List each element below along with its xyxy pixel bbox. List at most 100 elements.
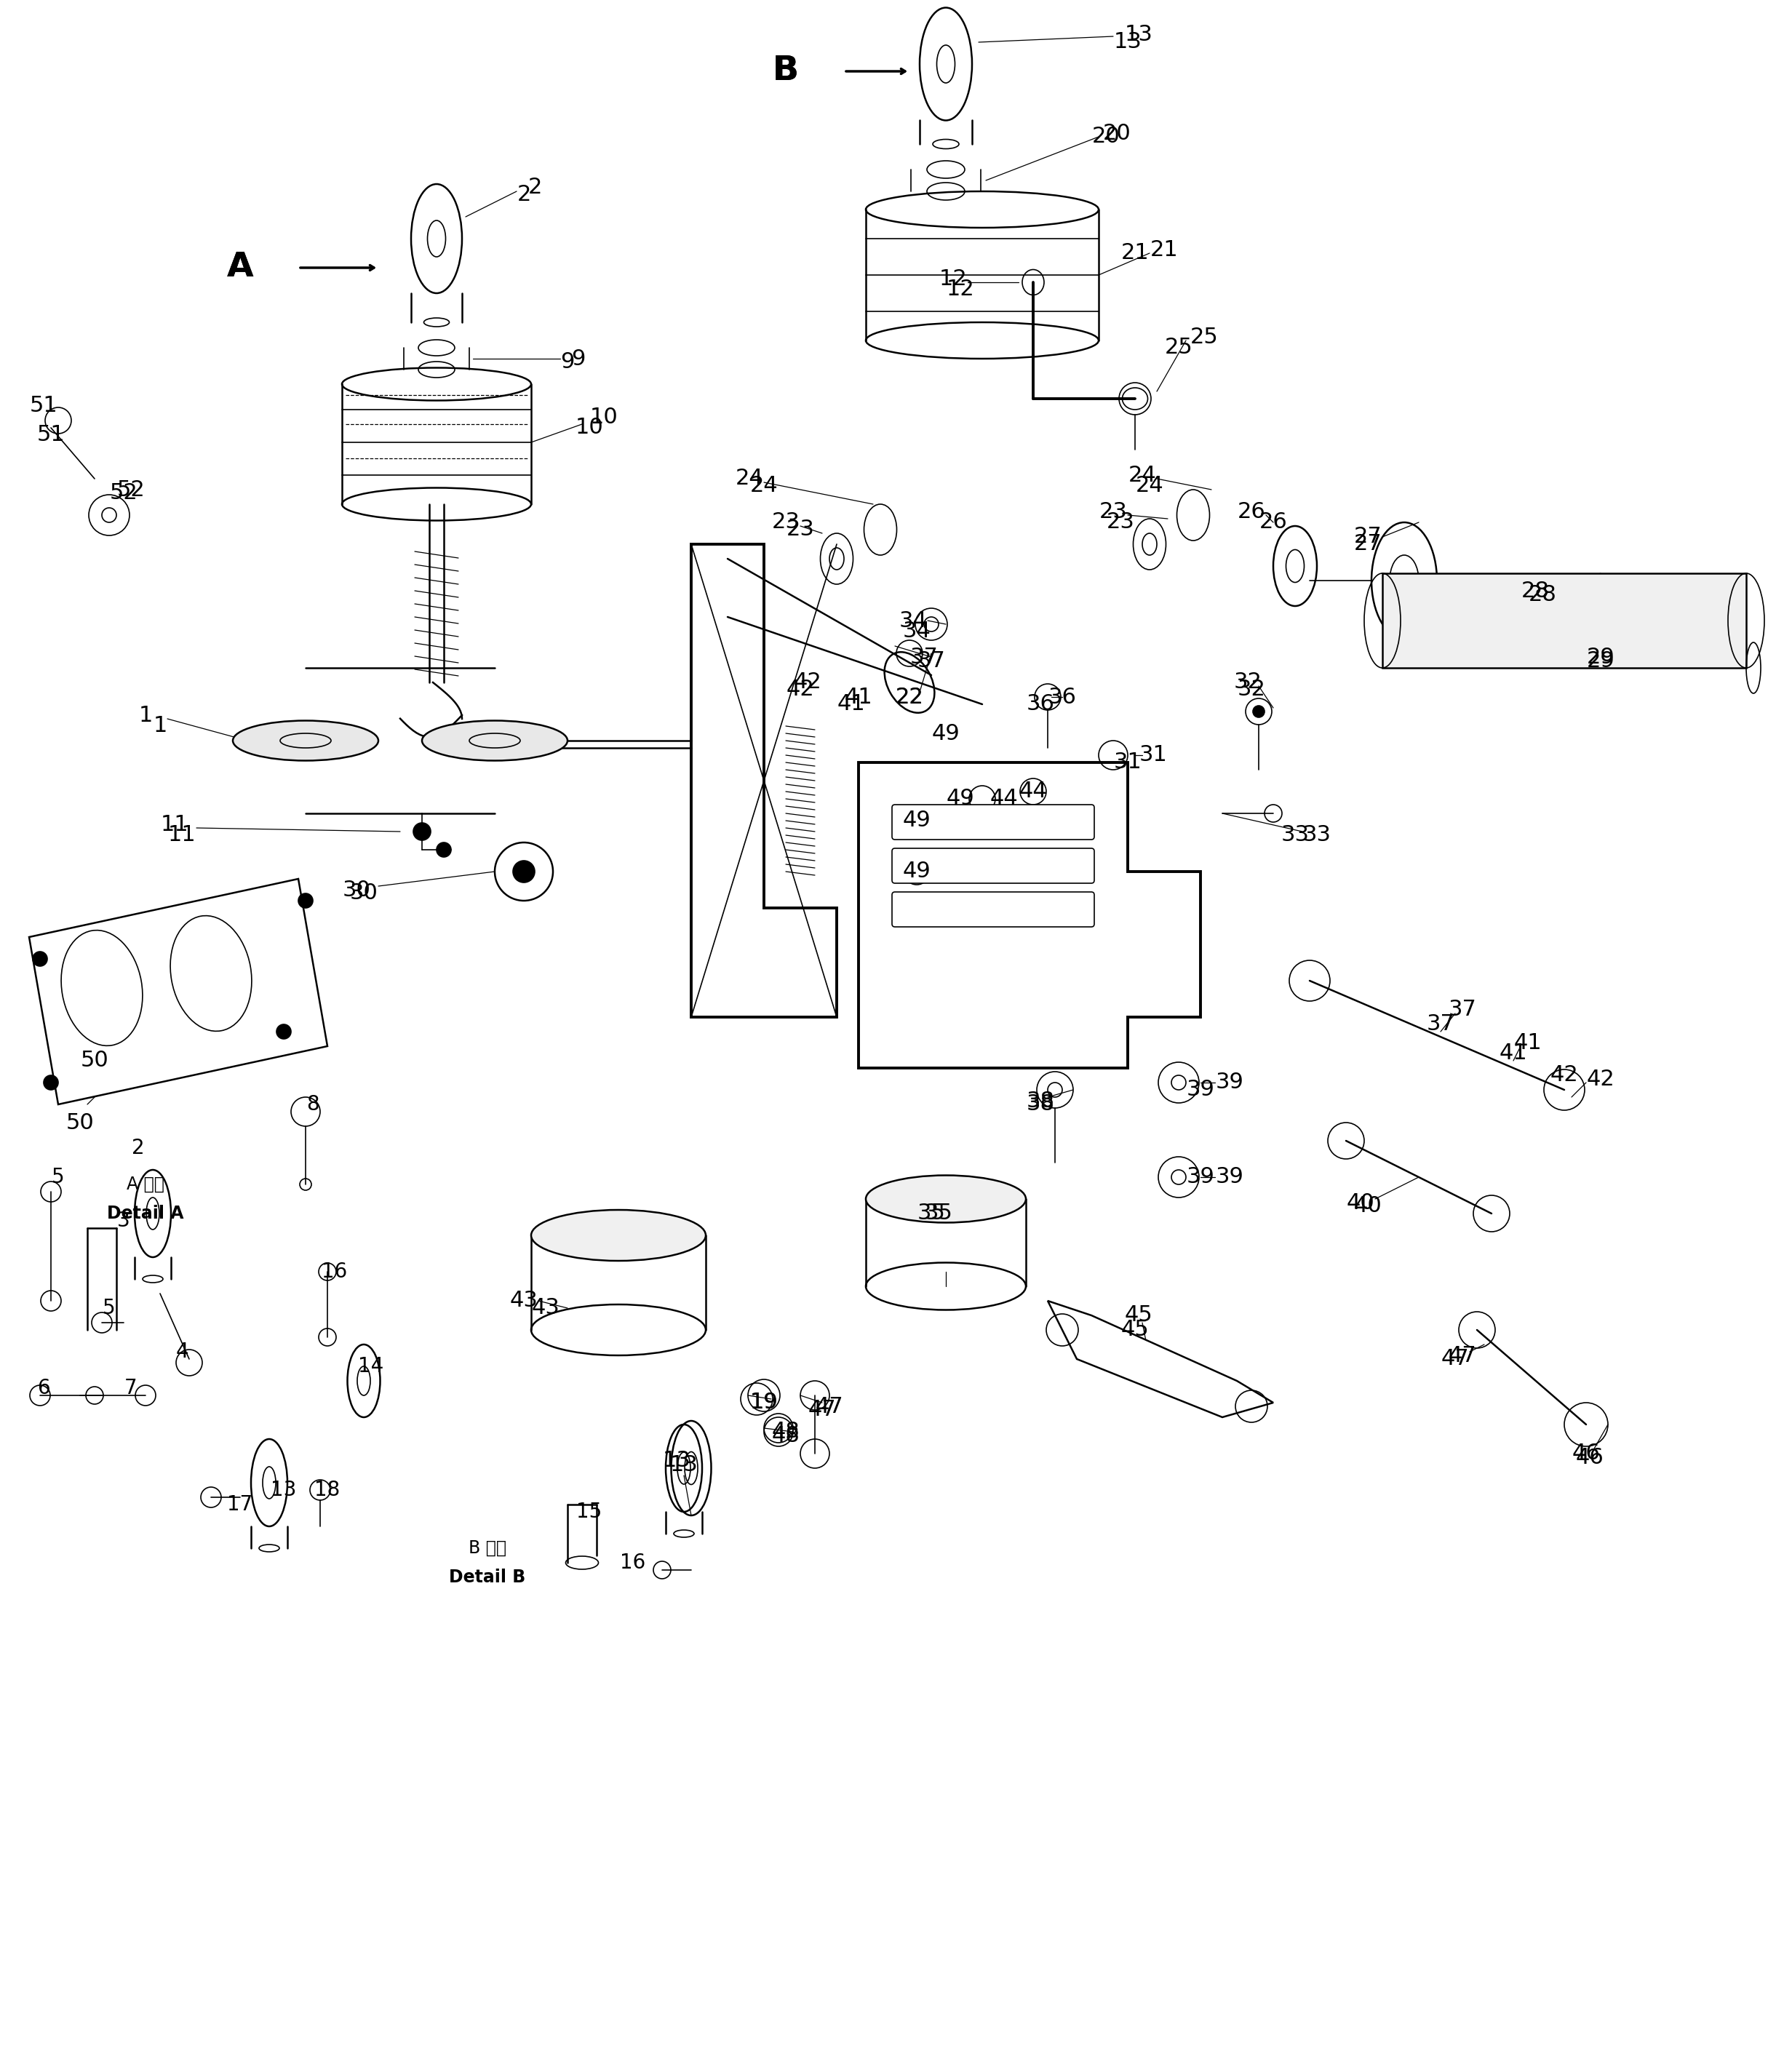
Text: 23: 23	[1100, 501, 1128, 522]
Text: 20: 20	[1103, 122, 1132, 143]
FancyBboxPatch shape	[893, 847, 1094, 883]
Text: 22: 22	[895, 686, 923, 707]
Text: 44: 44	[990, 787, 1018, 810]
Text: 19: 19	[750, 1392, 778, 1413]
Text: 28: 28	[1520, 580, 1549, 603]
Text: 9: 9	[571, 348, 585, 369]
Text: Detail B: Detail B	[449, 1569, 525, 1585]
Text: 41: 41	[1513, 1032, 1542, 1053]
Text: 25: 25	[1165, 338, 1193, 358]
Text: 35: 35	[925, 1204, 953, 1225]
Text: 37: 37	[911, 646, 939, 667]
Text: 44: 44	[1018, 781, 1047, 802]
Text: 42: 42	[794, 671, 822, 692]
Text: 48: 48	[771, 1426, 799, 1446]
Text: 39: 39	[1215, 1167, 1243, 1187]
Polygon shape	[1048, 1301, 1273, 1417]
Text: 1: 1	[138, 704, 152, 725]
Text: 13: 13	[271, 1479, 297, 1500]
Text: 21: 21	[1149, 238, 1177, 261]
Circle shape	[513, 860, 534, 883]
Text: 19: 19	[750, 1392, 778, 1413]
Text: 37: 37	[918, 651, 946, 671]
Text: 11: 11	[161, 814, 189, 835]
Text: 30: 30	[343, 879, 371, 901]
Text: 39: 39	[1215, 1071, 1243, 1094]
Circle shape	[276, 1024, 292, 1038]
Text: 50: 50	[81, 1051, 108, 1071]
Text: 34: 34	[898, 609, 926, 632]
Text: 23: 23	[1107, 512, 1135, 533]
Text: 29: 29	[1586, 646, 1614, 667]
Text: 49: 49	[903, 810, 930, 831]
Text: 49: 49	[903, 862, 930, 883]
Text: 1: 1	[154, 715, 168, 738]
Text: 32: 32	[1234, 671, 1262, 692]
Ellipse shape	[866, 1175, 1025, 1222]
Text: 13: 13	[663, 1450, 691, 1471]
FancyBboxPatch shape	[893, 891, 1094, 926]
Text: 28: 28	[1528, 584, 1556, 605]
Text: B 詳細: B 詳細	[469, 1539, 506, 1556]
Text: 50: 50	[65, 1113, 94, 1133]
Text: 47: 47	[1441, 1349, 1469, 1370]
Text: 24: 24	[735, 468, 764, 489]
Text: 36: 36	[1048, 686, 1077, 707]
Polygon shape	[691, 545, 836, 1017]
Text: 2: 2	[133, 1138, 145, 1158]
Text: 24: 24	[1135, 474, 1163, 497]
Text: 37: 37	[1427, 1013, 1455, 1034]
Text: 12: 12	[946, 280, 974, 300]
Text: 42: 42	[1551, 1065, 1579, 1086]
FancyBboxPatch shape	[893, 804, 1094, 839]
Text: 12: 12	[939, 267, 967, 290]
Circle shape	[414, 823, 431, 841]
Text: 13: 13	[1124, 25, 1153, 46]
Text: 49: 49	[932, 723, 960, 744]
Text: 49: 49	[946, 787, 974, 810]
Text: 21: 21	[1121, 242, 1149, 263]
Text: 14: 14	[359, 1355, 384, 1376]
Circle shape	[34, 951, 48, 966]
Text: 5: 5	[51, 1167, 65, 1187]
Text: 27: 27	[1354, 535, 1383, 555]
Text: 41: 41	[1499, 1042, 1528, 1065]
Text: 43: 43	[509, 1291, 537, 1312]
Text: 33: 33	[1303, 825, 1331, 845]
Text: 51: 51	[37, 425, 65, 445]
Text: 2: 2	[516, 184, 530, 205]
Text: 41: 41	[838, 694, 865, 715]
Text: A 詳細: A 詳細	[127, 1175, 164, 1193]
Text: 6: 6	[37, 1378, 50, 1399]
Circle shape	[299, 893, 313, 908]
Text: 52: 52	[117, 479, 145, 499]
Text: 39: 39	[1186, 1080, 1215, 1100]
Text: 3: 3	[117, 1210, 131, 1231]
Text: 5: 5	[103, 1297, 115, 1318]
Text: 2: 2	[527, 176, 541, 199]
Text: 46: 46	[1572, 1442, 1600, 1465]
Text: 35: 35	[918, 1204, 946, 1225]
Text: 38: 38	[1025, 1094, 1055, 1115]
Text: 26: 26	[1238, 501, 1266, 522]
Text: 22: 22	[895, 686, 923, 707]
Text: 39: 39	[1186, 1167, 1215, 1187]
Text: A: A	[226, 251, 253, 284]
Polygon shape	[859, 762, 1200, 1067]
Text: B: B	[773, 56, 799, 87]
Text: Detail A: Detail A	[108, 1204, 184, 1222]
Text: 30: 30	[350, 883, 378, 903]
Text: B: B	[773, 56, 799, 87]
Text: 8: 8	[306, 1094, 320, 1115]
Text: 42: 42	[1586, 1069, 1614, 1090]
Text: 38: 38	[1025, 1090, 1055, 1111]
Text: 29: 29	[1586, 651, 1614, 671]
Text: 23: 23	[787, 520, 815, 541]
Ellipse shape	[530, 1210, 705, 1260]
Text: 24: 24	[1128, 464, 1156, 485]
Text: A: A	[226, 251, 253, 284]
Text: 13: 13	[1114, 31, 1142, 52]
Text: 27: 27	[1354, 526, 1383, 547]
Text: 31: 31	[1139, 744, 1167, 767]
Text: 16: 16	[322, 1262, 348, 1283]
